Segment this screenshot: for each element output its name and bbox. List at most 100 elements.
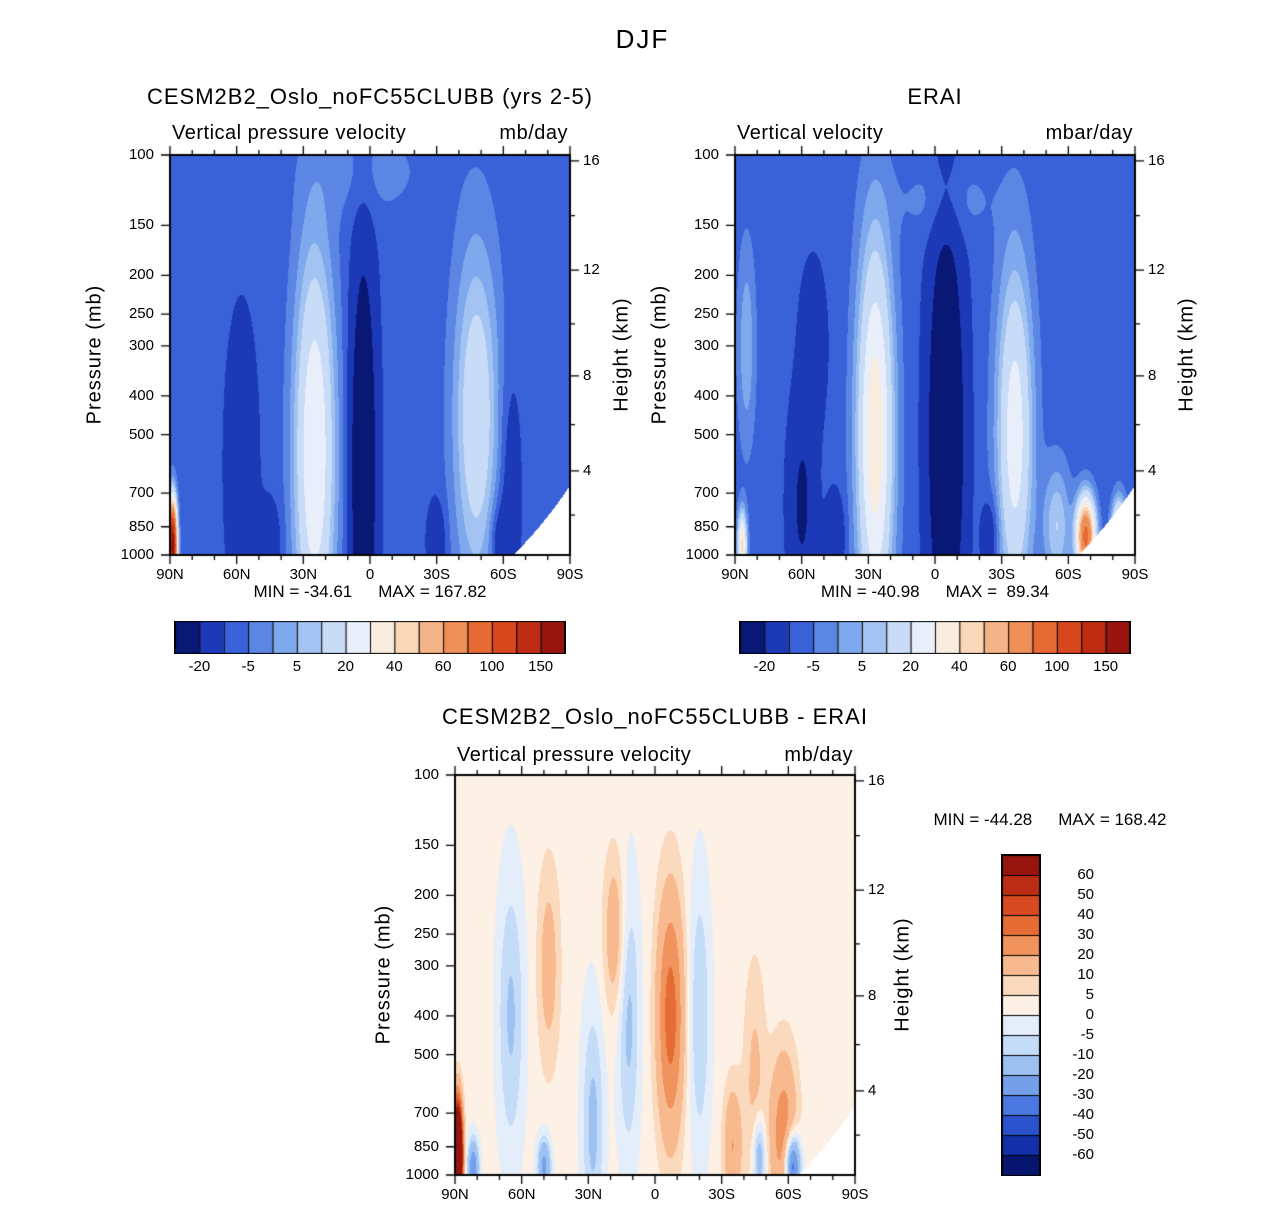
colorbar-tick-label: -20 xyxy=(753,658,776,675)
stat-max: MAX = 168.42 xyxy=(1058,810,1167,829)
height-tick-label: 4 xyxy=(868,1081,877,1099)
height-tick-label: 16 xyxy=(583,151,600,169)
pressure-tick-label: 400 xyxy=(413,1006,439,1024)
colorbar-tick-label: 100 xyxy=(1044,658,1070,675)
panel-units-label: mb/day xyxy=(784,744,853,766)
figure-title: DJF xyxy=(615,24,670,54)
latitude-tick-label: 30S xyxy=(708,1186,735,1203)
colorbar-tick-label: -5 xyxy=(806,658,820,675)
pressure-tick-label: 200 xyxy=(693,266,719,284)
pressure-tick-label: 1000 xyxy=(120,546,154,563)
latitude-tick-label: 90N xyxy=(721,566,749,583)
panel-title: CESM2B2_Oslo_noFC55CLUBB (yrs 2-5) xyxy=(146,84,594,109)
min-max-stats: MIN = -34.61 MAX = 167.82 xyxy=(110,582,630,602)
latitude-tick-label: 60N xyxy=(507,1186,536,1203)
stat-min: MIN = -44.28 xyxy=(933,810,1033,829)
stat-min: MIN = -34.61 xyxy=(253,582,353,601)
colorbar-tick-label: -20 xyxy=(188,658,211,675)
stat-min: MIN = -40.98 xyxy=(820,582,920,601)
pressure-tick-label: 250 xyxy=(693,305,719,323)
latitude-tick-label: 0 xyxy=(365,566,375,583)
latitude-tick-label: 0 xyxy=(650,1186,660,1203)
pressure-tick-label: 500 xyxy=(128,425,154,443)
pressure-tick-label: 150 xyxy=(128,216,154,234)
pressure-tick-label: 700 xyxy=(413,1104,439,1122)
height-tick-label: 16 xyxy=(1148,151,1165,169)
contour-plot-canvas-erai xyxy=(721,141,1149,569)
latitude-tick-label: 90N xyxy=(156,566,184,583)
panel-subtitle: Vertical velocity xyxy=(737,122,884,144)
pressure-tick-label: 850 xyxy=(128,517,154,535)
pressure-tick-label: 400 xyxy=(128,386,154,404)
latitude-tick-label: 60S xyxy=(489,566,517,583)
latitude-tick-label: 30N xyxy=(574,1186,603,1203)
pressure-tick-label: 700 xyxy=(693,484,719,502)
pressure-tick-label: 1000 xyxy=(685,546,719,563)
pressure-tick-label: 500 xyxy=(413,1045,439,1063)
panel-subtitle: Vertical pressure velocity xyxy=(457,744,692,766)
height-tick-label: 4 xyxy=(583,461,592,479)
colorbar-tick-label: 20 xyxy=(337,658,354,675)
height-tick-label: 8 xyxy=(868,986,877,1004)
colorbar-tick-label: 60 xyxy=(1077,866,1094,883)
colorbar-tick-label: 0 xyxy=(1085,1006,1094,1023)
latitude-tick-label: 30N xyxy=(289,566,318,583)
pressure-tick-label: 1000 xyxy=(405,1166,439,1183)
colorbar-horizontal xyxy=(174,621,566,654)
height-tick-label: 12 xyxy=(868,881,885,899)
pressure-tick-label: 100 xyxy=(693,146,719,163)
panel-subtitle: Vertical pressure velocity xyxy=(172,122,407,144)
height-tick-label: 8 xyxy=(1148,366,1157,384)
latitude-tick-label: 30N xyxy=(854,566,883,583)
colorbar-tick-label: -40 xyxy=(1072,1106,1094,1123)
colorbar-tick-label: 10 xyxy=(1077,966,1094,983)
colorbar-tick-label: 5 xyxy=(857,658,867,675)
latitude-tick-label: 90S xyxy=(1121,566,1149,583)
colorbar-tick-label: 150 xyxy=(528,658,554,675)
colorbar-tick-label: 20 xyxy=(1077,946,1094,963)
pressure-tick-label: 850 xyxy=(693,517,719,535)
pressure-tick-label: 500 xyxy=(693,425,719,443)
colorbar-tick-label: -5 xyxy=(1080,1026,1094,1043)
colorbar-tick-label: -50 xyxy=(1072,1126,1094,1143)
latitude-tick-label: 0 xyxy=(930,566,940,583)
colorbar-tick-label: -30 xyxy=(1072,1086,1094,1103)
pressure-tick-label: 300 xyxy=(413,956,439,974)
min-max-stats: MIN = -40.98 MAX = 89.34 xyxy=(675,582,1195,602)
height-tick-label: 8 xyxy=(583,366,592,384)
pressure-tick-label: 250 xyxy=(128,305,154,323)
latitude-tick-label: 90S xyxy=(556,566,584,583)
min-max-stats: MIN = -44.28 MAX = 168.42 xyxy=(850,810,1250,830)
colorbar-tick-label: 40 xyxy=(951,658,968,675)
pressure-tick-label: 100 xyxy=(128,146,154,163)
pressure-tick-label: 200 xyxy=(128,266,154,284)
latitude-tick-label: 30S xyxy=(988,566,1015,583)
contour-plot-canvas-difference xyxy=(441,761,869,1189)
colorbar-tick-label: 5 xyxy=(292,658,302,675)
pressure-tick-label: 250 xyxy=(413,925,439,943)
height-tick-label: 12 xyxy=(1148,261,1165,279)
stat-max: MAX = 89.34 xyxy=(945,582,1050,601)
pressure-tick-label: 150 xyxy=(693,216,719,234)
panel-units-label: mbar/day xyxy=(1045,122,1133,144)
colorbar-tick-label: 50 xyxy=(1077,886,1094,903)
height-tick-label: 4 xyxy=(1148,461,1157,479)
panel-title: CESM2B2_Oslo_noFC55CLUBB - ERAI xyxy=(442,704,868,729)
colorbar-tick-label: 40 xyxy=(1077,906,1094,923)
colorbar-tick-label: 20 xyxy=(902,658,919,675)
latitude-tick-label: 60N xyxy=(222,566,251,583)
contour-plot-canvas-model xyxy=(156,141,584,569)
colorbar-tick-label: 60 xyxy=(434,658,452,675)
colorbar-tick-label: 40 xyxy=(386,658,403,675)
panel-units-label: mb/day xyxy=(499,122,568,144)
pressure-tick-label: 200 xyxy=(413,886,439,904)
colorbar-tick-label: -10 xyxy=(1072,1046,1094,1063)
panel-title: ERAI xyxy=(907,84,963,109)
colorbar-horizontal xyxy=(739,621,1131,654)
pressure-tick-label: 300 xyxy=(128,336,154,354)
height-tick-label: 12 xyxy=(583,261,600,279)
stat-max: MAX = 167.82 xyxy=(378,582,487,601)
colorbar-tick-label: 60 xyxy=(999,658,1017,675)
colorbar-tick-label: 30 xyxy=(1077,926,1094,943)
